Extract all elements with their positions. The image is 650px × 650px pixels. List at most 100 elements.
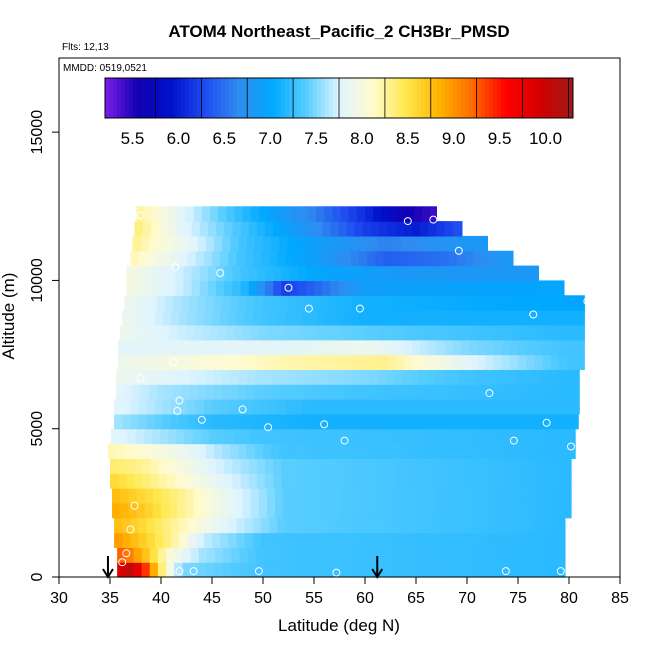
heatmap-cell	[118, 458, 127, 474]
heatmap-cell	[373, 502, 382, 519]
colorbar-swatch	[461, 78, 466, 118]
heatmap-cell	[348, 324, 358, 341]
heatmap-cell	[475, 369, 484, 385]
heatmap-cell	[122, 413, 131, 430]
heatmap-cell	[152, 324, 162, 341]
heatmap-cell	[358, 413, 368, 430]
heatmap-cell	[432, 517, 442, 534]
colorbar-swatch	[493, 78, 498, 118]
heatmap-cell	[305, 265, 315, 282]
heatmap-cell	[389, 502, 399, 519]
heatmap-cell	[464, 532, 474, 548]
heatmap-cell	[311, 295, 321, 311]
colorbar-swatch	[237, 78, 242, 118]
heatmap-cell	[481, 413, 491, 430]
heatmap-cell	[577, 324, 585, 341]
heatmap-cell	[526, 473, 535, 489]
heatmap-cell	[534, 265, 539, 282]
heatmap-cell	[134, 354, 144, 370]
heatmap-cell	[193, 502, 203, 519]
heatmap-cell	[116, 369, 125, 385]
heatmap-cell	[322, 354, 331, 370]
heatmap-cell	[375, 250, 384, 267]
heatmap-cell	[399, 532, 409, 548]
heatmap-cell	[220, 250, 229, 267]
heatmap-cell	[144, 206, 154, 222]
heatmap-cell	[440, 413, 450, 430]
heatmap-cell	[124, 369, 134, 385]
heatmap-cell	[462, 488, 472, 504]
heatmap-cell	[462, 502, 472, 519]
heatmap-cell	[240, 280, 250, 296]
heatmap-cell	[424, 310, 433, 326]
heatmap-cell	[361, 562, 371, 578]
heatmap-cell	[344, 369, 354, 385]
heatmap-cell	[342, 517, 352, 534]
heatmap-cell	[422, 488, 431, 504]
heatmap-cell	[171, 250, 180, 267]
heatmap-cell	[528, 502, 537, 519]
heatmap-cell	[267, 502, 276, 519]
heatmap-cell	[379, 280, 389, 296]
heatmap-cell	[175, 473, 185, 489]
heatmap-cell	[383, 413, 393, 430]
heatmap-cell	[252, 517, 262, 534]
colorbar-swatch	[197, 78, 202, 118]
heatmap-cell	[187, 532, 197, 548]
heatmap-cell	[550, 280, 560, 296]
heatmap-cell	[450, 384, 460, 400]
heatmap-cell	[232, 339, 242, 356]
y-tick-label: 5000	[29, 411, 46, 447]
heatmap-cell	[193, 488, 203, 504]
sample-point	[583, 297, 592, 306]
heatmap-cell	[289, 265, 299, 282]
heatmap-cell	[225, 428, 235, 445]
heatmap-cell	[256, 458, 266, 474]
heatmap-cell	[442, 443, 452, 459]
heatmap-cell	[122, 310, 131, 326]
heatmap-cell	[167, 221, 176, 237]
heatmap-cell	[486, 428, 496, 445]
heatmap-cell	[246, 369, 256, 385]
heatmap-cell	[524, 384, 533, 400]
heatmap-cell	[435, 562, 445, 578]
heatmap-cell	[362, 221, 372, 237]
colorbar-swatch	[441, 78, 446, 118]
heatmap-cell	[456, 413, 466, 430]
heatmap-cell	[197, 384, 207, 400]
heatmap-cell	[346, 221, 356, 237]
heatmap-cell	[151, 428, 161, 445]
heatmap-cell	[326, 532, 335, 548]
heatmap-cell	[230, 369, 240, 385]
heatmap-cell	[199, 458, 209, 474]
heatmap-cell	[169, 488, 178, 504]
heatmap-cell	[369, 235, 378, 252]
heatmap-cell	[411, 221, 421, 237]
heatmap-cell	[112, 502, 121, 519]
heatmap-cell	[265, 339, 274, 356]
heatmap-cell	[485, 265, 495, 282]
heatmap-cell	[379, 458, 389, 474]
heatmap-cell	[436, 280, 446, 296]
heatmap-cell	[193, 324, 203, 341]
sample-point	[136, 374, 145, 383]
heatmap-cell	[526, 280, 535, 296]
colorbar-swatch	[189, 78, 194, 118]
heatmap-cell	[158, 458, 168, 474]
heatmap-cell	[513, 517, 523, 534]
colorbar-swatch	[481, 78, 486, 118]
heatmap-cell	[385, 384, 395, 400]
heatmap-cell	[336, 235, 346, 252]
colorbar-swatch	[397, 78, 402, 118]
heatmap-cell	[231, 562, 241, 578]
heatmap-cell	[118, 354, 127, 370]
heatmap-cell	[532, 384, 542, 400]
heatmap-cell	[149, 562, 159, 578]
heatmap-cell	[203, 310, 213, 326]
colorbar-swatch	[561, 78, 566, 118]
heatmap-cell	[360, 369, 370, 385]
heatmap-cell	[252, 532, 262, 548]
heatmap-cell	[330, 339, 340, 356]
heatmap-cell	[179, 399, 189, 415]
colorbar-swatch	[541, 78, 546, 118]
